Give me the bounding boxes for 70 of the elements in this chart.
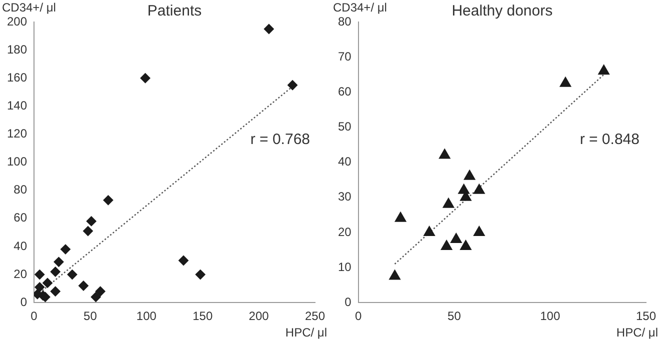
point	[440, 240, 452, 250]
y-axis-title: CD34+/ μl	[333, 0, 387, 14]
y-tick-label: 40	[14, 238, 28, 253]
point	[60, 244, 70, 254]
x-tick-label: 50	[84, 309, 98, 324]
chart-title: Healthy donors	[452, 2, 553, 20]
x-tick-label: 250	[304, 309, 326, 324]
y-tick-label: 20	[14, 266, 28, 281]
point	[450, 232, 462, 243]
point	[50, 266, 60, 277]
point	[473, 226, 485, 236]
point	[34, 270, 45, 280]
point	[560, 76, 572, 87]
y-tick-label: 80	[338, 14, 352, 28]
y-tick-label: 70	[338, 49, 352, 64]
y-tick-label: 200	[6, 14, 28, 28]
y-tick-label: 0	[344, 294, 352, 309]
point	[86, 216, 96, 226]
y-tick-label: 10	[338, 260, 352, 274]
y-tick-label: 40	[338, 154, 352, 169]
point	[195, 270, 206, 280]
x-tick-label: 50	[448, 309, 462, 324]
point	[394, 212, 406, 222]
point	[464, 170, 476, 180]
point	[424, 226, 435, 236]
y-axis-title: CD34+/ μl	[2, 0, 56, 14]
y-tick-label: 50	[338, 120, 352, 134]
y-tick-label: 30	[338, 190, 352, 204]
x-axis-title: HPC/ μl	[285, 325, 327, 340]
y-tick-label: 100	[6, 154, 28, 169]
point	[78, 280, 88, 291]
point	[438, 148, 450, 159]
point	[67, 270, 78, 280]
x-tick-label: 200	[248, 309, 270, 324]
point	[34, 282, 45, 292]
point	[442, 198, 454, 208]
point	[95, 286, 106, 296]
annotation: r = 0.848	[580, 130, 640, 148]
point	[264, 24, 274, 34]
y-tick-label: 60	[338, 84, 352, 98]
x-tick-label: 0	[30, 309, 38, 324]
y-tick-label: 60	[14, 210, 28, 225]
point	[54, 256, 64, 267]
x-tick-label: 0	[355, 309, 362, 324]
x-tick-label: 150	[636, 309, 656, 324]
x-tick-label: 100	[136, 309, 157, 324]
point	[90, 292, 101, 302]
x-tick-label: 100	[540, 309, 560, 324]
annotation: r = 0.768	[250, 130, 310, 148]
y-tick-label: 120	[6, 126, 28, 141]
point	[288, 80, 298, 90]
point	[42, 278, 53, 288]
y-tick-label: 180	[6, 42, 28, 56]
x-axis-title: HPC/ μl	[616, 325, 658, 340]
point	[460, 240, 472, 250]
y-tick-label: 160	[6, 70, 28, 84]
point	[140, 73, 150, 84]
point	[598, 64, 610, 75]
point	[389, 270, 400, 280]
y-tick-label: 20	[338, 224, 352, 239]
point	[473, 184, 485, 194]
point	[103, 195, 114, 206]
y-tick-label: 140	[6, 98, 28, 112]
point	[50, 286, 60, 296]
point	[178, 256, 188, 266]
y-tick-label: 0	[20, 294, 28, 309]
y-tick-label: 80	[14, 182, 28, 197]
x-tick-label: 150	[192, 309, 213, 324]
chart-title: Patients	[147, 2, 202, 20]
point	[82, 226, 93, 236]
